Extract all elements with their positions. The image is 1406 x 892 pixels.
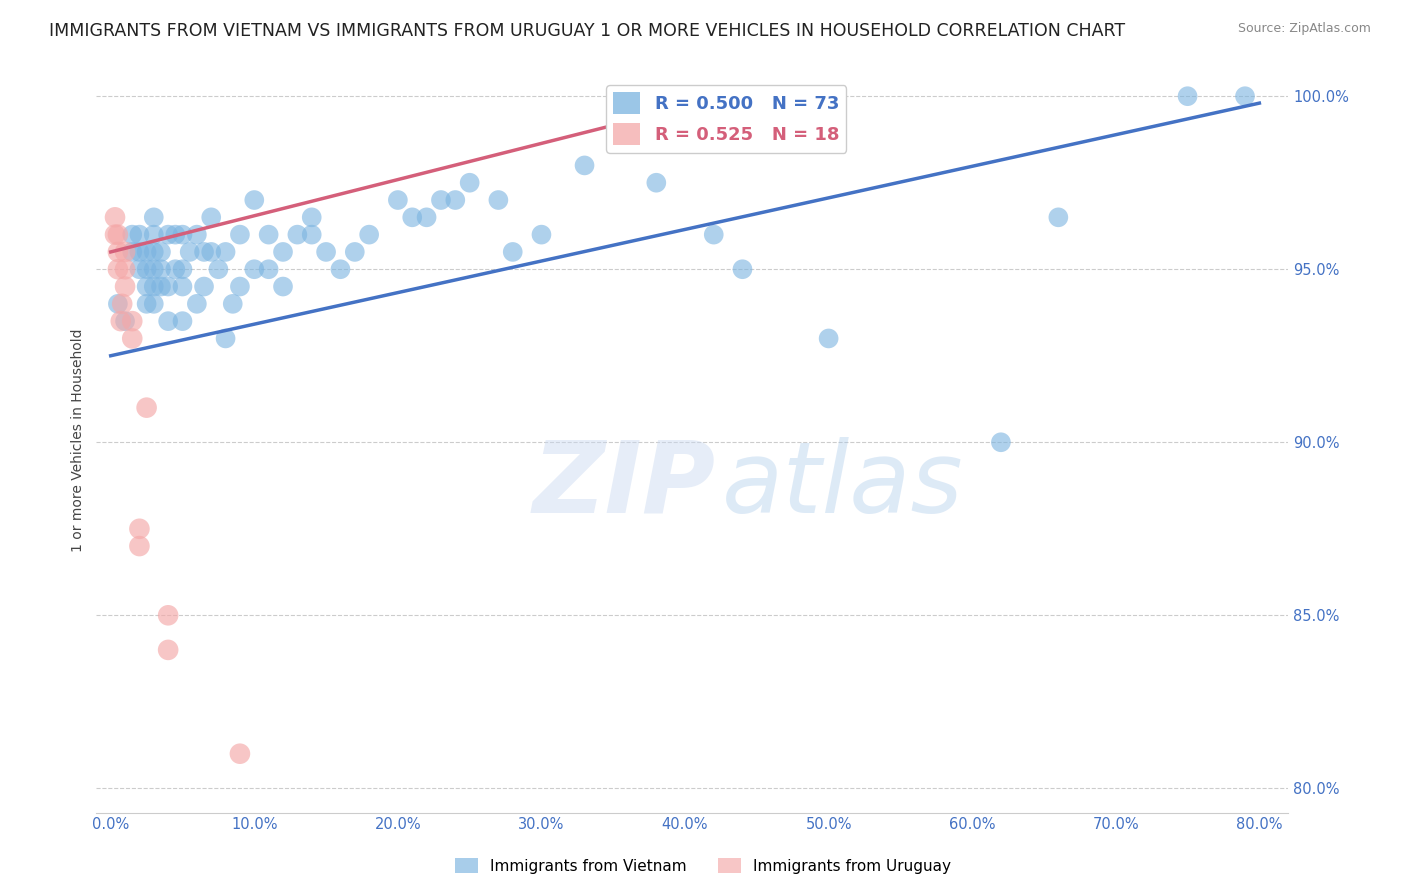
Point (135, 297, 157, 311)
Point (387, 193, 409, 207)
Point (200, 244, 222, 259)
Point (121, 331, 143, 345)
Point (142, 279, 165, 293)
Point (229, 227, 252, 242)
Point (315, 244, 337, 259)
Point (186, 227, 208, 242)
Point (142, 227, 165, 242)
Point (415, 211, 437, 225)
Point (645, 176, 668, 190)
Point (114, 244, 136, 259)
Point (179, 244, 201, 259)
Point (285, 227, 308, 242)
Point (107, 262, 129, 277)
Point (229, 747, 252, 761)
Point (149, 244, 172, 259)
Point (703, 227, 725, 242)
Point (107, 297, 129, 311)
Point (329, 262, 352, 277)
Point (128, 227, 150, 242)
Point (243, 193, 266, 207)
Point (114, 314, 136, 328)
Point (121, 244, 143, 259)
Point (257, 227, 280, 242)
Point (243, 262, 266, 277)
Point (172, 227, 194, 242)
Point (172, 314, 194, 328)
Point (128, 539, 150, 553)
Text: atlas: atlas (723, 437, 963, 533)
Point (107, 227, 129, 242)
Point (104, 227, 127, 242)
Point (401, 211, 423, 225)
Point (142, 211, 165, 225)
Point (172, 279, 194, 293)
Point (142, 262, 165, 277)
Point (121, 227, 143, 242)
Point (128, 262, 150, 277)
Point (502, 244, 524, 259)
Text: Source: ZipAtlas.com: Source: ZipAtlas.com (1237, 22, 1371, 36)
Point (214, 331, 236, 345)
Point (142, 297, 165, 311)
Point (271, 279, 294, 293)
Point (222, 297, 245, 311)
Point (193, 244, 215, 259)
Point (121, 314, 143, 328)
Point (111, 297, 134, 311)
Point (301, 227, 323, 242)
Point (149, 279, 172, 293)
Point (444, 193, 467, 207)
Point (193, 279, 215, 293)
Point (229, 279, 252, 293)
Point (271, 244, 294, 259)
Point (157, 227, 180, 242)
Point (486, 193, 509, 207)
Point (200, 211, 222, 225)
Point (114, 279, 136, 293)
Point (157, 608, 180, 623)
Point (142, 244, 165, 259)
Point (214, 244, 236, 259)
Point (817, 331, 839, 345)
Point (207, 262, 229, 277)
Point (186, 297, 208, 311)
Point (359, 227, 381, 242)
Point (1047, 211, 1070, 225)
Point (135, 244, 157, 259)
Point (135, 401, 157, 415)
Point (574, 158, 596, 172)
Point (165, 262, 187, 277)
Point (1177, 89, 1199, 103)
Point (458, 176, 481, 190)
Point (157, 314, 180, 328)
Point (135, 279, 157, 293)
Point (343, 244, 366, 259)
Point (157, 643, 180, 657)
Point (990, 435, 1012, 450)
Point (128, 522, 150, 536)
Point (149, 262, 172, 277)
Point (430, 193, 453, 207)
Point (257, 262, 280, 277)
Point (530, 227, 553, 242)
Point (107, 244, 129, 259)
Point (1233, 89, 1256, 103)
Point (301, 211, 323, 225)
Point (731, 262, 754, 277)
Legend: Immigrants from Vietnam, Immigrants from Uruguay: Immigrants from Vietnam, Immigrants from… (449, 852, 957, 880)
Point (172, 262, 194, 277)
Text: IMMIGRANTS FROM VIETNAM VS IMMIGRANTS FROM URUGUAY 1 OR MORE VEHICLES IN HOUSEHO: IMMIGRANTS FROM VIETNAM VS IMMIGRANTS FR… (49, 22, 1125, 40)
Point (110, 314, 132, 328)
Text: ZIP: ZIP (533, 437, 716, 533)
Point (165, 227, 187, 242)
Point (128, 244, 150, 259)
Legend: R = 0.500   N = 73, R = 0.525   N = 18: R = 0.500 N = 73, R = 0.525 N = 18 (606, 85, 846, 153)
Point (135, 262, 157, 277)
Point (114, 262, 136, 277)
Point (157, 279, 180, 293)
Point (104, 211, 127, 225)
Y-axis label: 1 or more Vehicles in Household: 1 or more Vehicles in Household (72, 329, 86, 552)
